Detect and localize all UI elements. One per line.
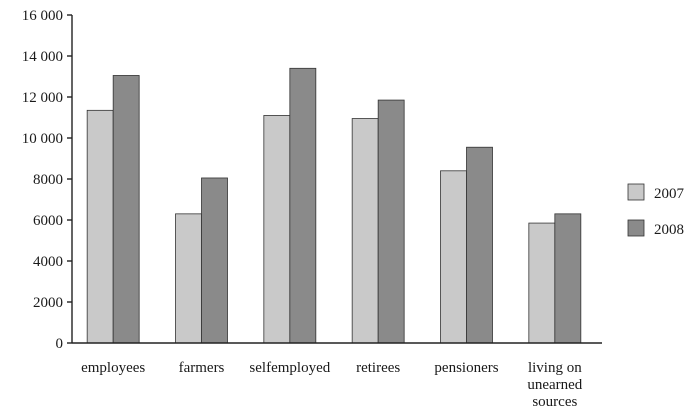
bar-2008-selfemployed <box>289 67 317 344</box>
y-tick-label: 10 000 <box>22 131 63 147</box>
x-category-label: employees <box>81 360 145 376</box>
y-tick-label: 16 000 <box>22 8 63 24</box>
y-tick-label: 0 <box>56 336 64 352</box>
y-tick-label: 8000 <box>33 172 63 188</box>
legend-swatch-2008 <box>627 219 645 237</box>
legend-label-2007: 2007 <box>654 186 685 202</box>
bars <box>86 67 582 344</box>
bar-2008-pensioners <box>466 146 493 344</box>
bar-2008-living-on-unearned-sources <box>554 213 582 344</box>
y-tick-label: 14 000 <box>22 49 63 65</box>
bar-2008-employees <box>112 75 140 344</box>
y-axis-ticks: 0 2000 4000 6000 8000 10 000 12 000 14 000 16 00… <box>22 8 72 352</box>
legend-swatch-2007 <box>627 183 645 201</box>
bar-2007-living-on-unearned-sources <box>528 222 556 344</box>
y-tick-label: 4000 <box>33 254 63 270</box>
x-axis-labels: employees farmers selfemployed retirees pens… <box>81 360 583 410</box>
bar-2007-employees <box>86 109 114 344</box>
bar-2007-pensioners <box>440 170 467 344</box>
y-tick-label: 6000 <box>33 213 63 229</box>
y-tick-label: 12 000 <box>22 90 63 106</box>
x-category-label: farmers <box>179 360 225 376</box>
x-category-label: living on unearned sources <box>527 360 582 410</box>
x-category-label: selfemployed <box>249 360 330 376</box>
bar-2007-selfemployed <box>263 115 291 344</box>
legend: 2007 2008 <box>627 183 685 238</box>
bar-2007-farmers <box>175 213 202 344</box>
y-tick-label: 2000 <box>33 295 63 311</box>
bar-2007-retirees <box>351 118 379 344</box>
legend-label-2008: 2008 <box>654 222 684 238</box>
x-category-label: retirees <box>356 360 400 376</box>
bar-2008-farmers <box>201 177 228 344</box>
bar-2008-retirees <box>377 99 405 344</box>
x-category-label: pensioners <box>434 360 498 376</box>
